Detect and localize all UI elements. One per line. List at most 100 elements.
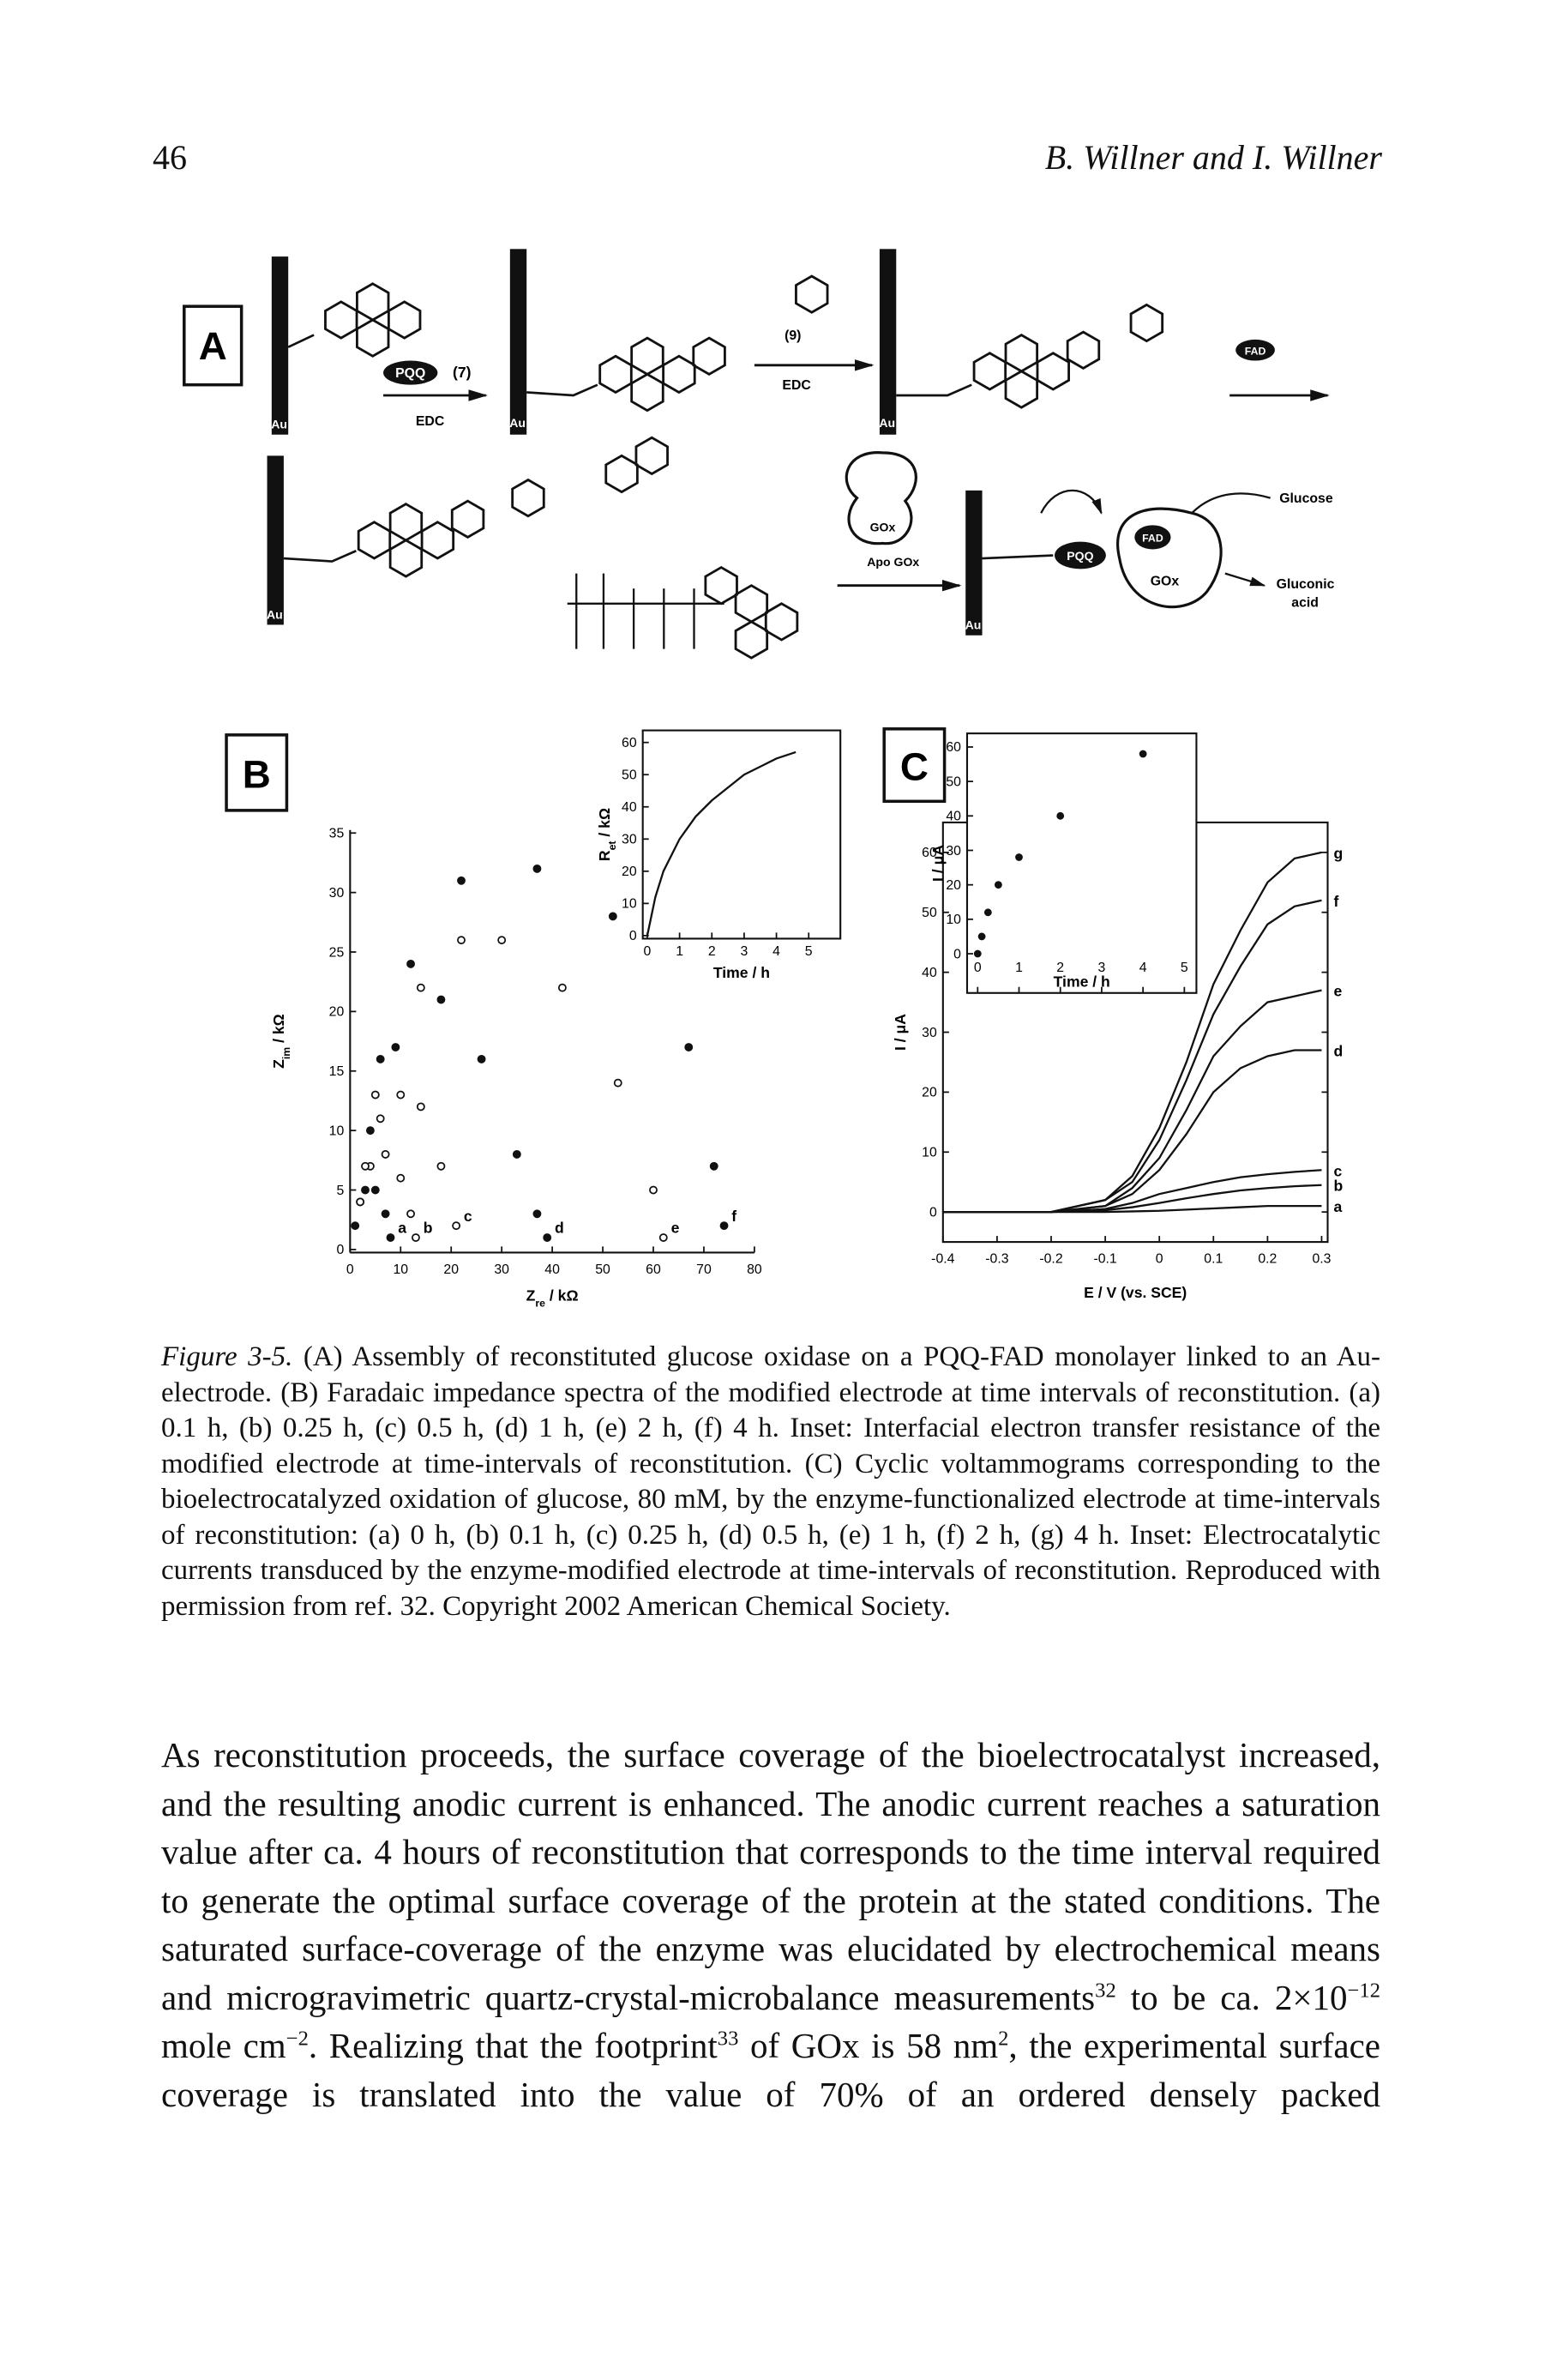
y-tick-label: 20 xyxy=(622,865,637,879)
y-tick-label: 35 xyxy=(329,827,345,841)
y-tick-label: 40 xyxy=(622,800,637,815)
data-point xyxy=(1139,750,1147,758)
data-point xyxy=(608,912,617,921)
electrode-label: Au xyxy=(879,416,895,430)
y-tick-label: 50 xyxy=(922,906,937,920)
reagent: EDC xyxy=(782,378,810,393)
y-tick-label: 30 xyxy=(922,1026,937,1040)
page-number: 46 xyxy=(153,138,187,177)
series-label: e xyxy=(671,1220,680,1237)
figure: A Au PQQ (7) EDC Au (9) EDC Au FAD Au GO… xyxy=(183,249,1344,1310)
cofactor-label: FAD xyxy=(1142,533,1163,545)
panel-box xyxy=(183,304,243,387)
data-point xyxy=(532,864,542,873)
x-tick-label: 5 xyxy=(1181,961,1188,975)
reagent: Apo GOx xyxy=(867,555,919,569)
chart: -0.4 -0.3 -0.2 -0.1 0 0.1 0.2 0.30102030405060a… xyxy=(922,821,1344,1267)
x-tick-label: 0.3 xyxy=(1312,1252,1331,1267)
data-point xyxy=(543,1233,552,1242)
data-point xyxy=(386,1233,395,1242)
plot-frame xyxy=(965,732,1198,994)
data-point xyxy=(1056,811,1065,820)
body-text-run: of GOx is 58 nm xyxy=(738,2026,999,2065)
x-tick-label: 20 xyxy=(443,1262,459,1277)
substrate: Glucose xyxy=(1279,491,1333,506)
x-tick-label: 1 xyxy=(676,944,683,959)
data-point xyxy=(719,1221,729,1231)
superscript: −2 xyxy=(286,2027,309,2051)
axis-label-part: im xyxy=(280,1047,292,1059)
series-label: a xyxy=(398,1220,406,1237)
caption-label: Figure 3-5. xyxy=(161,1341,293,1372)
data-point xyxy=(557,983,567,992)
series-label: c xyxy=(464,1208,472,1225)
y-tick-label: 0 xyxy=(629,929,637,943)
x-tick-label: 0.2 xyxy=(1258,1252,1277,1267)
y-tick-label: 20 xyxy=(329,1005,345,1020)
figure-caption: Figure 3-5. (A) Assembly of reconstitute… xyxy=(161,1340,1380,1624)
y-tick-label: 10 xyxy=(922,1146,937,1160)
cofactor-label: FAD xyxy=(1245,345,1266,357)
x-tick-label: 3 xyxy=(1098,961,1106,975)
data-point xyxy=(376,1054,385,1063)
x-tick-label: 80 xyxy=(747,1262,762,1277)
axis-label-part: et xyxy=(606,841,618,850)
data-point xyxy=(370,1185,380,1195)
axis-label-part: / kΩ xyxy=(545,1287,579,1304)
reagent: EDC xyxy=(416,414,444,429)
y-tick-label: 60 xyxy=(922,846,937,860)
y-tick-label: 10 xyxy=(329,1124,345,1138)
data-point xyxy=(381,1149,390,1159)
y-tick-label: 10 xyxy=(946,913,961,927)
data-line xyxy=(646,750,797,937)
data-point xyxy=(416,1102,425,1112)
data-point xyxy=(1015,853,1023,861)
series-label: c xyxy=(1334,1162,1343,1179)
series-label: f xyxy=(731,1208,736,1225)
electrode-label: Au xyxy=(965,618,982,632)
body-paragraph: As reconstitution proceeds, the surface … xyxy=(161,1731,1380,2118)
y-tick-label: 25 xyxy=(329,945,345,960)
product: acid xyxy=(1291,595,1319,610)
x-tick-label: 0.1 xyxy=(1204,1252,1223,1267)
compound-number: (9) xyxy=(785,328,801,343)
body-text-run: As reconstitution proceeds, the surface … xyxy=(161,1735,1380,2017)
y-tick-label: 15 xyxy=(329,1064,345,1079)
axis-label: E / V (vs. SCE) xyxy=(1084,1284,1187,1301)
enzyme-label: GOx xyxy=(1151,575,1180,589)
compound-number: (7) xyxy=(453,364,471,381)
x-tick-label: 2 xyxy=(1056,961,1064,975)
axis-label: I / μA xyxy=(892,1014,909,1051)
series-label: a xyxy=(1334,1198,1343,1215)
axis-label-part: Z xyxy=(270,1059,287,1069)
axis-label-part: Time / h xyxy=(1054,973,1110,991)
y-tick-label: 60 xyxy=(622,736,637,750)
panel-label: B xyxy=(243,752,271,796)
series-label: d xyxy=(1334,1043,1344,1060)
data-point xyxy=(406,959,415,968)
x-tick-label: 2 xyxy=(708,944,716,959)
panel-box xyxy=(225,733,289,812)
y-tick-label: 5 xyxy=(336,1184,344,1198)
axis-label: Zim / kΩ xyxy=(270,1014,292,1069)
x-tick-label: 0 xyxy=(1156,1252,1163,1267)
data-point xyxy=(512,1149,521,1159)
x-tick-label: 70 xyxy=(696,1262,712,1277)
data-point xyxy=(376,1114,385,1124)
data-point xyxy=(983,908,992,917)
x-tick-label: 50 xyxy=(595,1262,610,1277)
data-point xyxy=(396,1173,406,1183)
panel-box xyxy=(882,727,947,804)
y-tick-label: 60 xyxy=(946,740,961,755)
y-tick-label: 10 xyxy=(622,897,637,912)
body-text-run: mole cm xyxy=(161,2026,286,2065)
y-tick-label: 20 xyxy=(946,878,961,893)
data-point xyxy=(613,1078,622,1088)
data-point xyxy=(436,995,446,1004)
x-tick-label: 3 xyxy=(741,944,748,959)
electrode xyxy=(271,256,289,435)
x-tick-label: 0 xyxy=(974,961,982,975)
